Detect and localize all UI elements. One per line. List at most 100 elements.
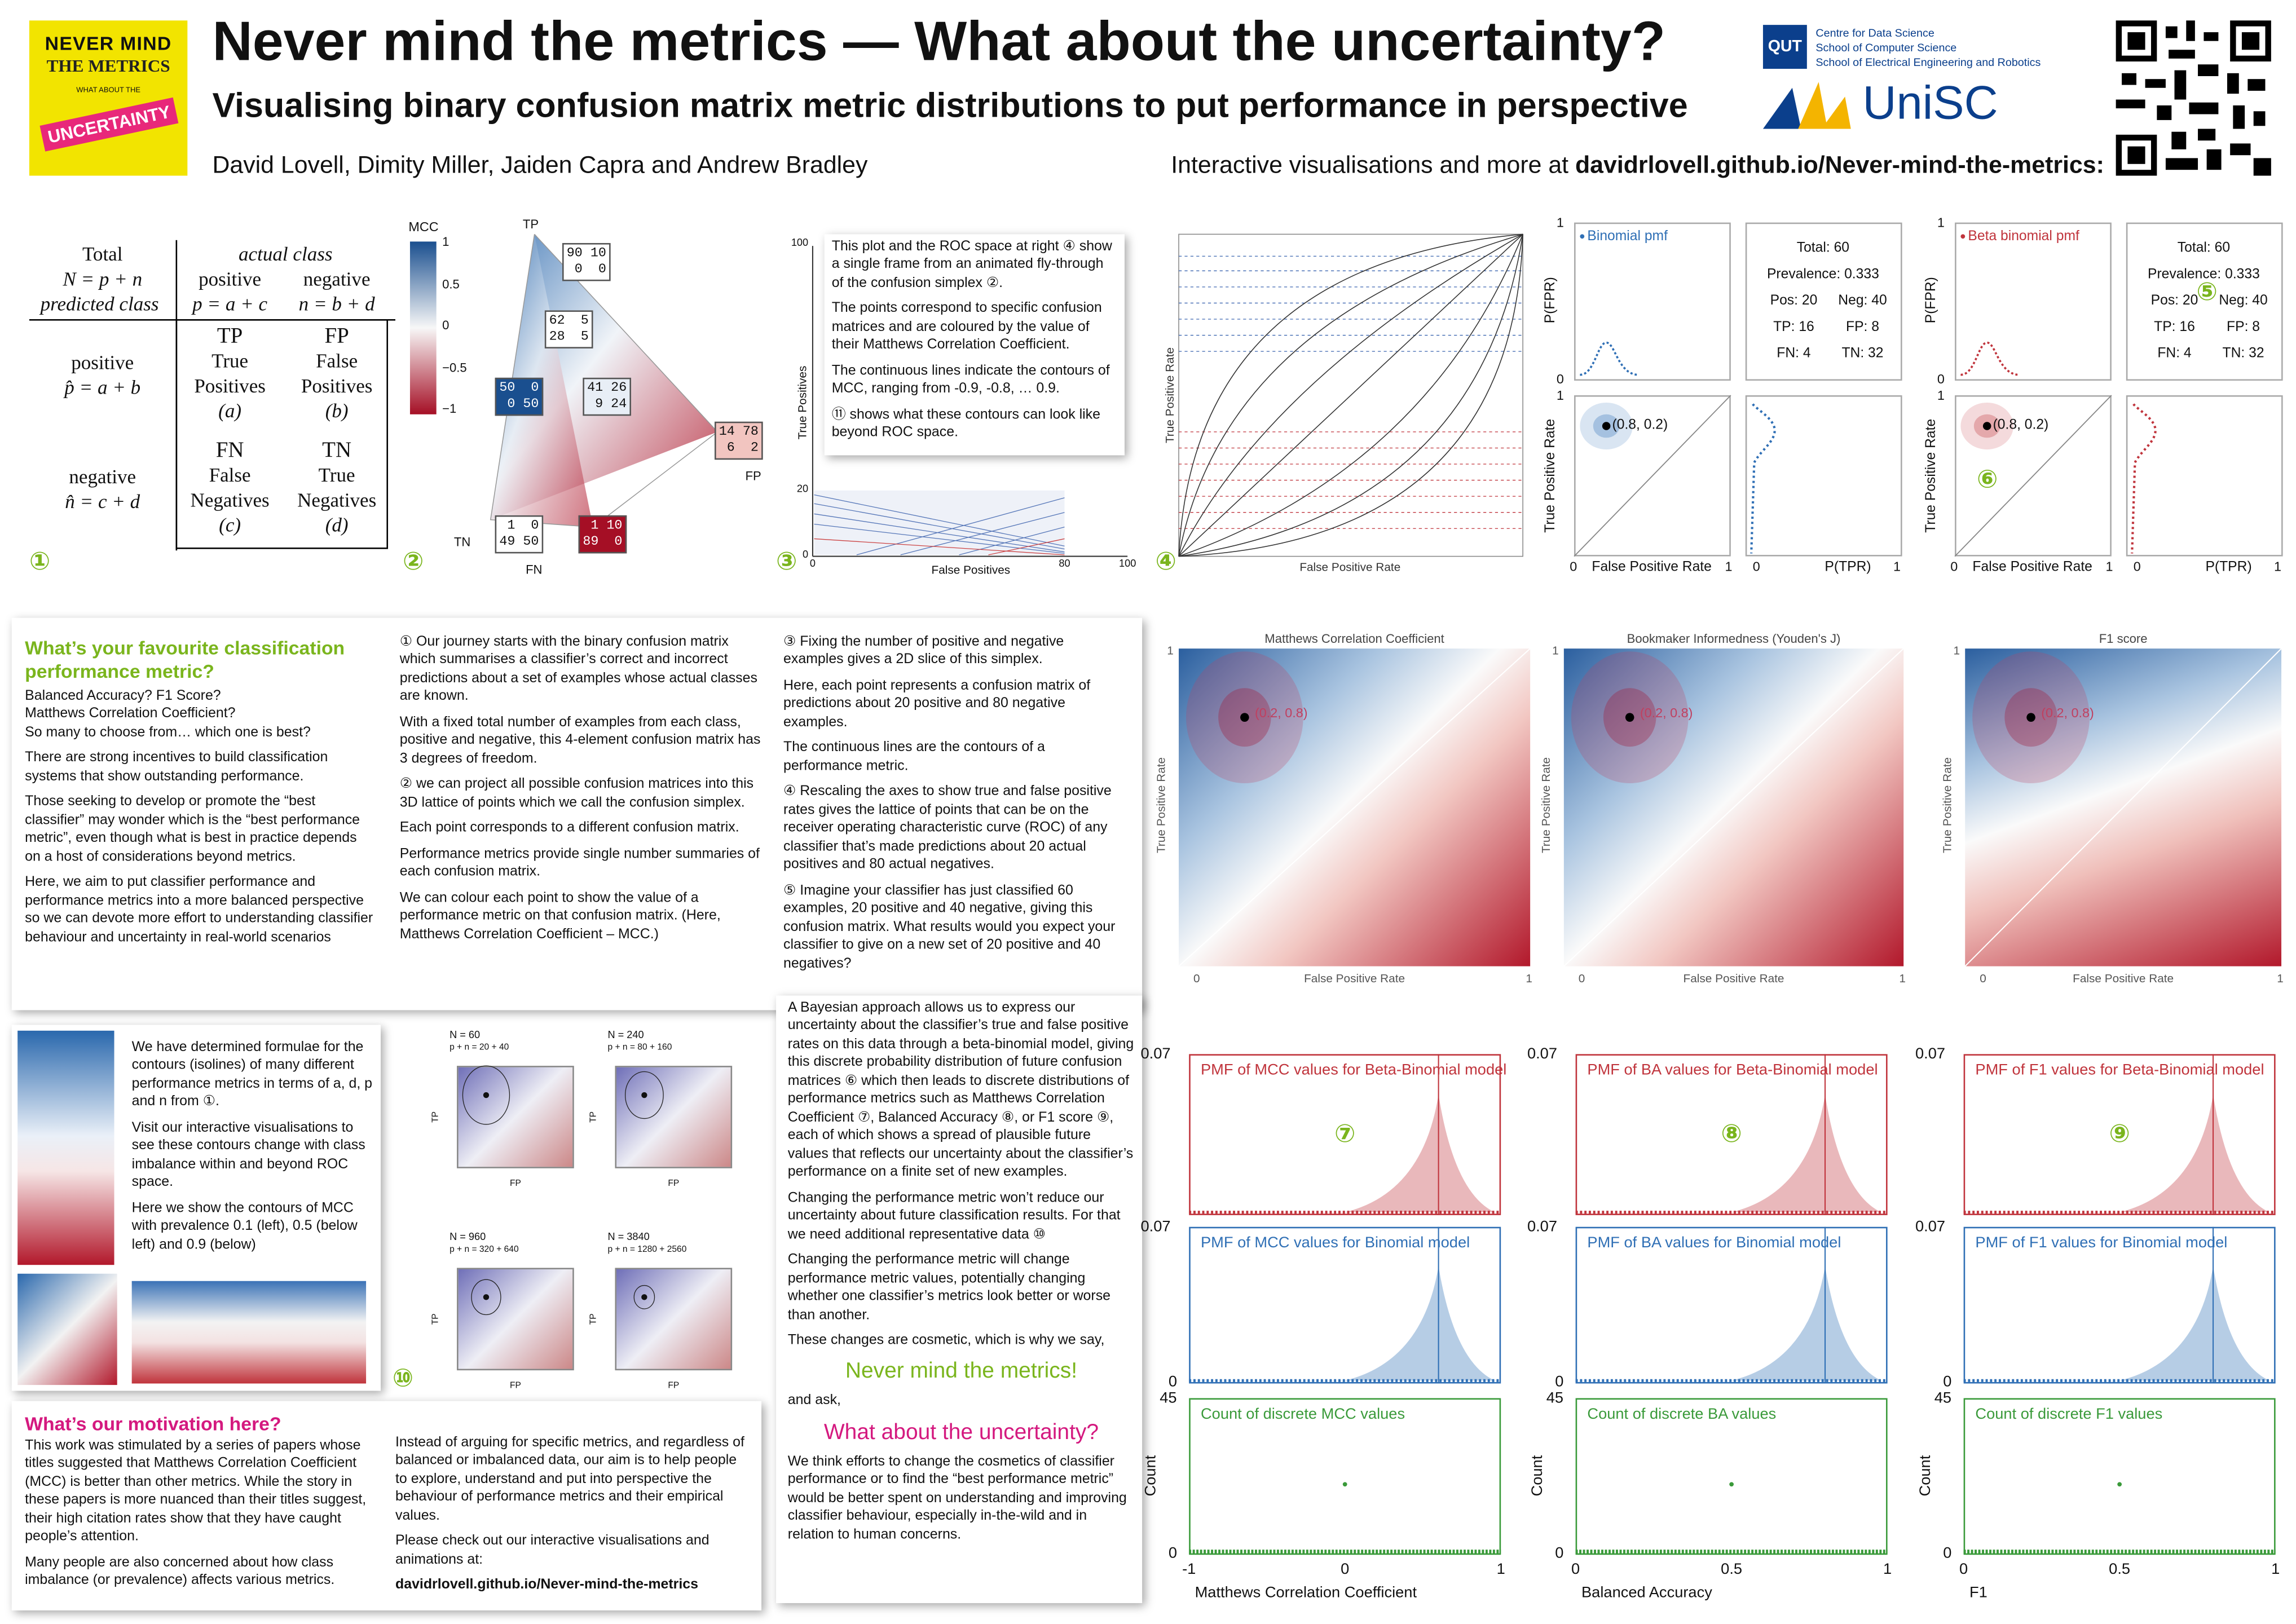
tick-label: 0 [2133,559,2141,574]
paragraph: Each point corresponds to a different co… [399,820,739,837]
tick-label: 45 [1546,1389,1564,1407]
axis-label: True Positive Rate [1154,757,1168,854]
cm-text: positive [199,268,262,290]
cm-text: predicted class [40,293,159,315]
cm-cell-text: (c) [219,514,241,536]
heatmap-title: Matthews Correlation Coefficient [1264,631,1444,646]
heading: What’s our motivation here? [25,1413,281,1435]
info-text: Neg: 40 [1838,293,1887,309]
callout: ⑨ [2109,1120,2130,1148]
tick-label: 1 [1556,215,1564,230]
axis-label: False Positives [931,563,1011,577]
axis-label: Count [1528,1455,1546,1497]
tick-label: 0.5 [1721,1560,1743,1578]
tick-label: 0 [1341,1560,1350,1578]
plot-frame [2126,395,2283,557]
point-label: (0.8, 0.2) [1612,417,1668,434]
pmf-title: Count of discrete BA values [1587,1405,1777,1423]
plot-subtitle: p + n = 80 + 160 [607,1044,672,1053]
logo-line: THE METRICS [46,55,170,77]
paragraphs: A Bayesian approach allows us to express… [788,1000,1135,1351]
link-url: davidrlovell.github.io/Never-mind-the-me… [1575,152,2104,179]
paragraph: Here, we aim to put classifier performan… [25,874,373,946]
logo-line: WHAT ABOUT THE [76,86,141,95]
axis-label: False Positive Rate [1304,972,1405,986]
tick-label: 1 [1496,1560,1505,1578]
matrix-label: 41 26 9 24 [583,377,632,416]
cm-cell-text: FN [215,439,244,463]
axis-label: P(TPR) [2205,559,2252,576]
info-text: Total: 60 [2177,240,2231,257]
heatmap-title: F1 score [2099,631,2148,646]
tick-label: 20 [796,484,809,495]
link-intro: Interactive visualisations and more at [1171,152,1569,179]
small-plot-cloud [471,1279,501,1316]
plot-frame [1574,395,1731,557]
info-text: Prevalence: 0.333 [1766,266,1879,283]
tick-label: 0 [1168,1544,1178,1563]
plot-subtitle: p + n = 320 + 640 [449,1246,519,1255]
paragraph: Changing the performance metric won’t re… [787,1189,1121,1243]
pmf-frame [1189,1226,1501,1384]
colorbar-tick: −0.5 [442,359,467,374]
plot-title: N = 240 [607,1030,644,1041]
axis-label: True Positive Rate [1540,757,1553,854]
tick-label: 0 [1556,372,1564,387]
pmf-title: PMF of MCC values for Beta-Binomial mode… [1200,1061,1507,1079]
info-text: FN: 4 [2157,345,2192,362]
small-plot-cloud [624,1071,664,1119]
cm-cell-text: Positives [301,374,373,397]
tick-label: 100 [1118,559,1136,570]
paragraph: These changes are cosmetic, which is why… [787,1332,1105,1349]
paragraph: The continuous lines are the contours of… [783,740,1045,774]
tick-label: 0 [1570,559,1577,574]
legend: Beta binomial pmf [1968,228,2079,245]
pmf-frame [1189,1054,1501,1215]
matrix-label: 14 78 6 2 [714,421,763,460]
plot-frame [1955,395,2112,557]
tick-label: 0.07 [1527,1045,1558,1063]
tick-label: 80 [1059,559,1070,570]
colorbar-title: MCC [408,219,439,235]
info-box [2126,222,2283,381]
heading: What’s your favourite classification per… [25,637,345,682]
paragraph: The points correspond to specific confus… [831,301,1102,354]
tick-label: -1 [1182,1560,1196,1578]
small-plot-cloud [462,1065,510,1125]
authors: David Lovell, Dimity Miller, Jaiden Capr… [212,152,868,179]
point-label: (0.2, 0.8) [1640,705,1693,721]
cm-cell-text: Negatives [190,489,270,511]
info-box [1745,222,1902,381]
tick-label: 0 [1193,972,1200,986]
tick-label: 1 [1937,388,1945,403]
cm-text: n = b + d [298,293,375,315]
slice-note: This plot and the ROC space at right ④ s… [824,234,1125,455]
cm-cell-text: TP [217,325,243,348]
logo: NEVER MIND THE METRICS WHAT ABOUT THE UN… [29,20,188,176]
small-plot [457,1066,574,1168]
callout: ⑥ [1977,465,1998,493]
cm-text: p̂ = a + b [64,376,141,399]
pmf-shape [1963,1226,2276,1384]
point-label: (0.2, 0.8) [2041,705,2094,721]
matrix-label: 1 0 49 50 [495,515,544,554]
paragraph: and ask, [787,1393,841,1409]
info-text: Neg: 40 [2219,293,2268,309]
paragraph: Those seeking to develop or promote the … [25,794,360,865]
pmf-frame [1575,1226,1888,1384]
axis-label: Balanced Accuracy [1581,1584,1712,1602]
axis-label: False Positive Rate [1972,559,2092,576]
callout: ③ [776,548,797,576]
matrix-label: 50 0 0 50 [495,377,544,416]
tick-label: 1 [1526,972,1532,986]
axis-label: True Positive Rate [1941,757,1954,854]
pmf-shape [1963,1054,2276,1215]
qr-code [2116,20,2271,176]
tpr-fpr-plot [1954,395,2112,557]
paragraph: The continuous lines indicate the contou… [831,363,1110,398]
plot-frame [1745,395,1902,557]
axis-label: FP [668,1382,680,1391]
axis-label: False Positive Rate [1299,561,1401,574]
bayes-box [776,995,1143,1603]
